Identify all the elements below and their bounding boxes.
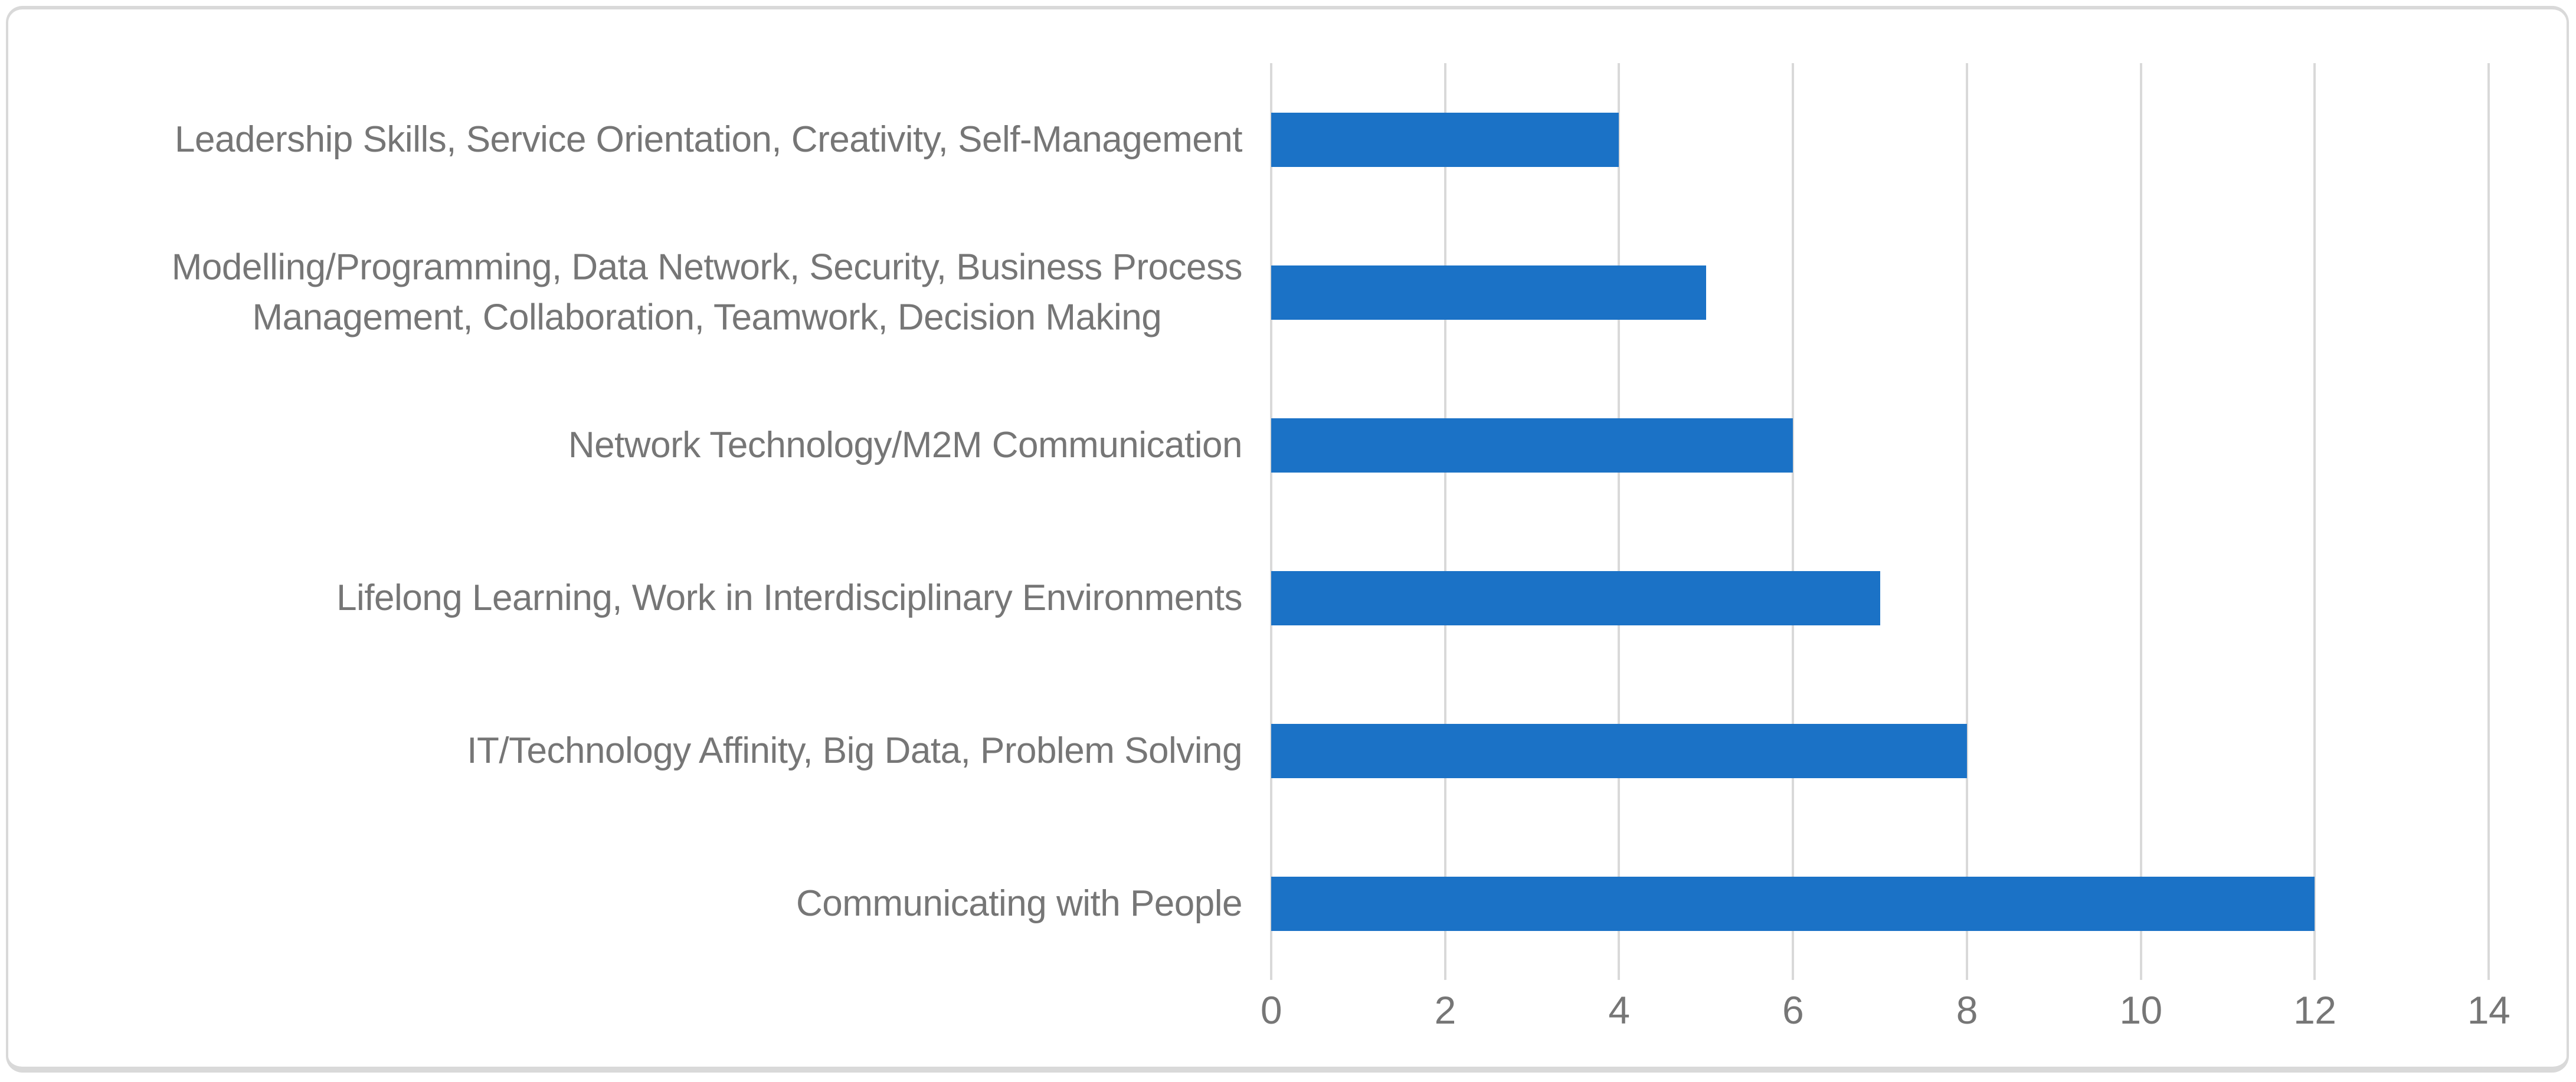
x-tick-label: 2 — [1434, 988, 1456, 1032]
bar — [1271, 112, 1619, 167]
bar — [1271, 876, 2315, 931]
bar — [1271, 265, 1706, 320]
gridline — [2139, 63, 2142, 980]
category-label: Communicating with People — [796, 883, 1243, 924]
category-label: IT/Technology Affinity, Big Data, Proble… — [467, 730, 1242, 771]
gridline — [1965, 63, 1968, 980]
category-label: Network Technology/M2M Communication — [568, 424, 1243, 465]
x-tick-label: 14 — [2467, 988, 2510, 1032]
x-tick-label: 8 — [1956, 988, 1978, 1032]
gridline — [1270, 63, 1272, 980]
value-axis: 0 2 4 6 8 10 12 14 — [1261, 988, 2510, 1054]
gridline — [1444, 63, 1446, 980]
bar — [1271, 723, 1967, 778]
x-tick-label: 12 — [2293, 988, 2336, 1032]
gridline — [2313, 63, 2316, 980]
x-tick-label: 10 — [2119, 988, 2162, 1032]
gridline — [1792, 63, 1795, 980]
x-tick-label: 0 — [1260, 988, 1282, 1032]
category-label: Leadership Skills, Service Orientation, … — [175, 119, 1242, 160]
gridline — [1618, 63, 1621, 980]
bar — [1271, 418, 1793, 473]
gridline — [2487, 63, 2490, 980]
category-axis: Leadership Skills, Service Orientation, … — [0, 63, 1243, 980]
category-label: Modelling/Programming, Data Network, Sec… — [171, 246, 1243, 338]
bar — [1271, 570, 1880, 625]
x-tick-label: 6 — [1782, 988, 1804, 1032]
plot-area — [1270, 63, 2490, 980]
x-tick-label: 4 — [1608, 988, 1630, 1032]
category-label: Lifelong Learning, Work in Interdiscipli… — [336, 577, 1242, 618]
